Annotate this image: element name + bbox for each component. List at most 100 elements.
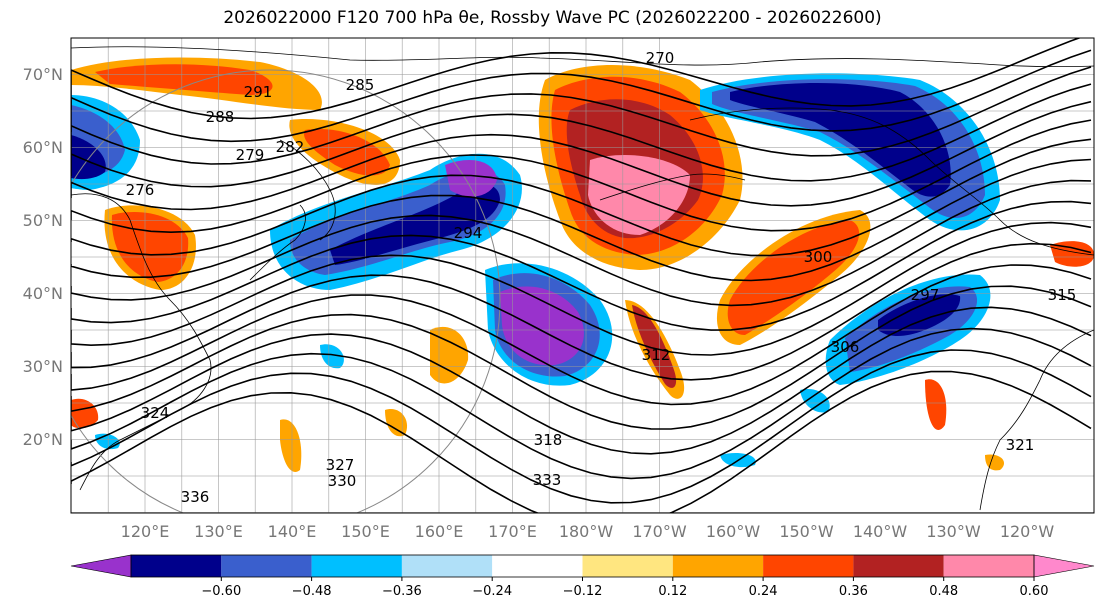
theta-e-contour	[71, 349, 1092, 504]
lon-tick-label: 140°W	[853, 522, 908, 541]
coastline-north-america	[979, 329, 1094, 511]
lon-tick-label: 160°W	[706, 522, 761, 541]
colorbar-tick-label: −0.24	[472, 584, 512, 599]
anomaly-positive	[280, 419, 302, 472]
contour-label: 312	[642, 346, 671, 364]
projection-circle	[71, 69, 501, 513]
anomaly-negative	[730, 83, 951, 197]
lon-tick-label: 140°E	[268, 522, 317, 541]
anomaly-positive	[727, 220, 860, 335]
theta-e-contour	[71, 370, 1092, 513]
theta-e-contour	[71, 38, 1082, 120]
theta-e-contour	[71, 83, 1092, 188]
colorbar-tick-label: 0.36	[839, 584, 868, 599]
anomaly-negative	[500, 286, 584, 366]
anomaly-positive	[430, 326, 469, 384]
colorbar-bin	[311, 555, 402, 577]
lat-tick-label: 40°N	[23, 284, 63, 303]
colorbar-bin	[763, 555, 854, 577]
contour-label: 285	[346, 76, 375, 94]
colorbar-bin	[582, 555, 673, 577]
theta-e-contour	[71, 221, 1092, 356]
lon-tick-label: 150°W	[779, 522, 834, 541]
coastline-arctic	[71, 46, 1094, 68]
anomaly-positive	[71, 398, 99, 429]
anomaly-negative	[71, 135, 106, 180]
anomaly-positive	[925, 379, 947, 430]
contour-label: 300	[804, 248, 833, 266]
lon-tick-label: 130°E	[194, 522, 243, 541]
theta-e-contour	[71, 306, 1092, 455]
anomaly-negative	[445, 160, 497, 197]
theta-e-contour	[71, 119, 1092, 234]
lon-tick-label: 180°W	[559, 522, 614, 541]
contour-label: 321	[1006, 436, 1035, 454]
theta-e-contour	[71, 264, 1092, 406]
contour-label: 297	[911, 286, 940, 304]
lat-tick-label: 60°N	[23, 138, 63, 157]
anomaly-positive	[1050, 241, 1094, 267]
theta-e-contour	[71, 179, 1092, 307]
colorbar: −0.60 −0.48 −0.36 −0.24 −0.12 0.12 0.24 0.36 0.4…	[70, 554, 1095, 599]
theta-e-contour	[71, 285, 1092, 430]
lon-tick-label: 120°W	[1000, 522, 1055, 541]
anomaly-positive	[95, 64, 273, 95]
contour-label: 270	[646, 49, 675, 67]
colorbar-tick-label: −0.60	[201, 584, 241, 599]
lon-tick-label: 150°E	[341, 522, 390, 541]
contour-label: 318	[534, 431, 563, 449]
colorbar-tick-label: 0.24	[749, 584, 778, 599]
colorbar-tick-label: −0.48	[292, 584, 332, 599]
colorbar-bin	[943, 555, 1034, 577]
anomaly-positive	[111, 211, 189, 282]
anomaly-positive	[385, 409, 408, 437]
colorbar-bin	[672, 555, 764, 577]
theta-e-contours	[71, 38, 1092, 513]
contour-label: 306	[831, 338, 860, 356]
contour-label: 288	[206, 108, 235, 126]
theta-e-contour	[71, 158, 1092, 282]
contour-labels: 270 276 279 282 285 288 291 294 297 300 306 312 315 3…	[126, 49, 1077, 506]
contour-label: 279	[236, 146, 265, 164]
contour-label: 291	[244, 83, 273, 101]
colorbar-tick-label: −0.12	[563, 584, 603, 599]
contour-label: 330	[328, 472, 357, 490]
contour-label: 315	[1048, 286, 1077, 304]
anomaly-negative	[330, 184, 500, 265]
anomaly-positive	[588, 155, 690, 235]
colorbar-tick-label: 0.12	[658, 584, 687, 599]
lon-tick-label: 170°W	[632, 522, 687, 541]
map-frame	[70, 37, 1095, 514]
colorbar-tick-label: −0.36	[382, 584, 422, 599]
anomaly-negative	[320, 344, 344, 369]
lon-tick-label: 130°W	[926, 522, 981, 541]
contour-label: 294	[454, 224, 483, 242]
colorbar-extend-low	[70, 554, 132, 578]
lon-tick-label: 160°E	[415, 522, 464, 541]
lat-tick-label: 70°N	[23, 65, 63, 84]
lat-tick-label: 50°N	[23, 211, 63, 230]
anomaly-negative	[878, 294, 961, 336]
contour-label: 324	[141, 404, 170, 422]
coastlines	[71, 46, 1094, 511]
theta-e-contour	[71, 327, 1092, 480]
colorbar-tick-label: 0.60	[1020, 584, 1049, 599]
theta-e-contour	[71, 49, 1092, 143]
coastline-asia	[71, 193, 212, 491]
colorbar-bin	[492, 555, 583, 577]
colorbar-bin	[221, 555, 312, 577]
chart-title: 2026022000 F120 700 hPa θe, Rossby Wave …	[223, 8, 882, 28]
lat-tick-label: 30°N	[23, 357, 63, 376]
contour-label: 327	[326, 456, 355, 474]
anomaly-negative	[800, 389, 830, 413]
coastline-alaska	[689, 107, 1094, 256]
lon-tick-label: 170°E	[488, 522, 537, 541]
colorbar-bin	[853, 555, 944, 577]
anomaly-positive	[632, 305, 677, 388]
theta-e-contour	[71, 200, 1092, 331]
contour-label: 333	[533, 471, 562, 489]
lon-tick-labels: 120°E 130°E 140°E 150°E 160°E 170°E 180°W 170°W…	[121, 522, 1055, 541]
contour-label: 276	[126, 181, 155, 199]
theta-e-contour	[71, 138, 1092, 257]
